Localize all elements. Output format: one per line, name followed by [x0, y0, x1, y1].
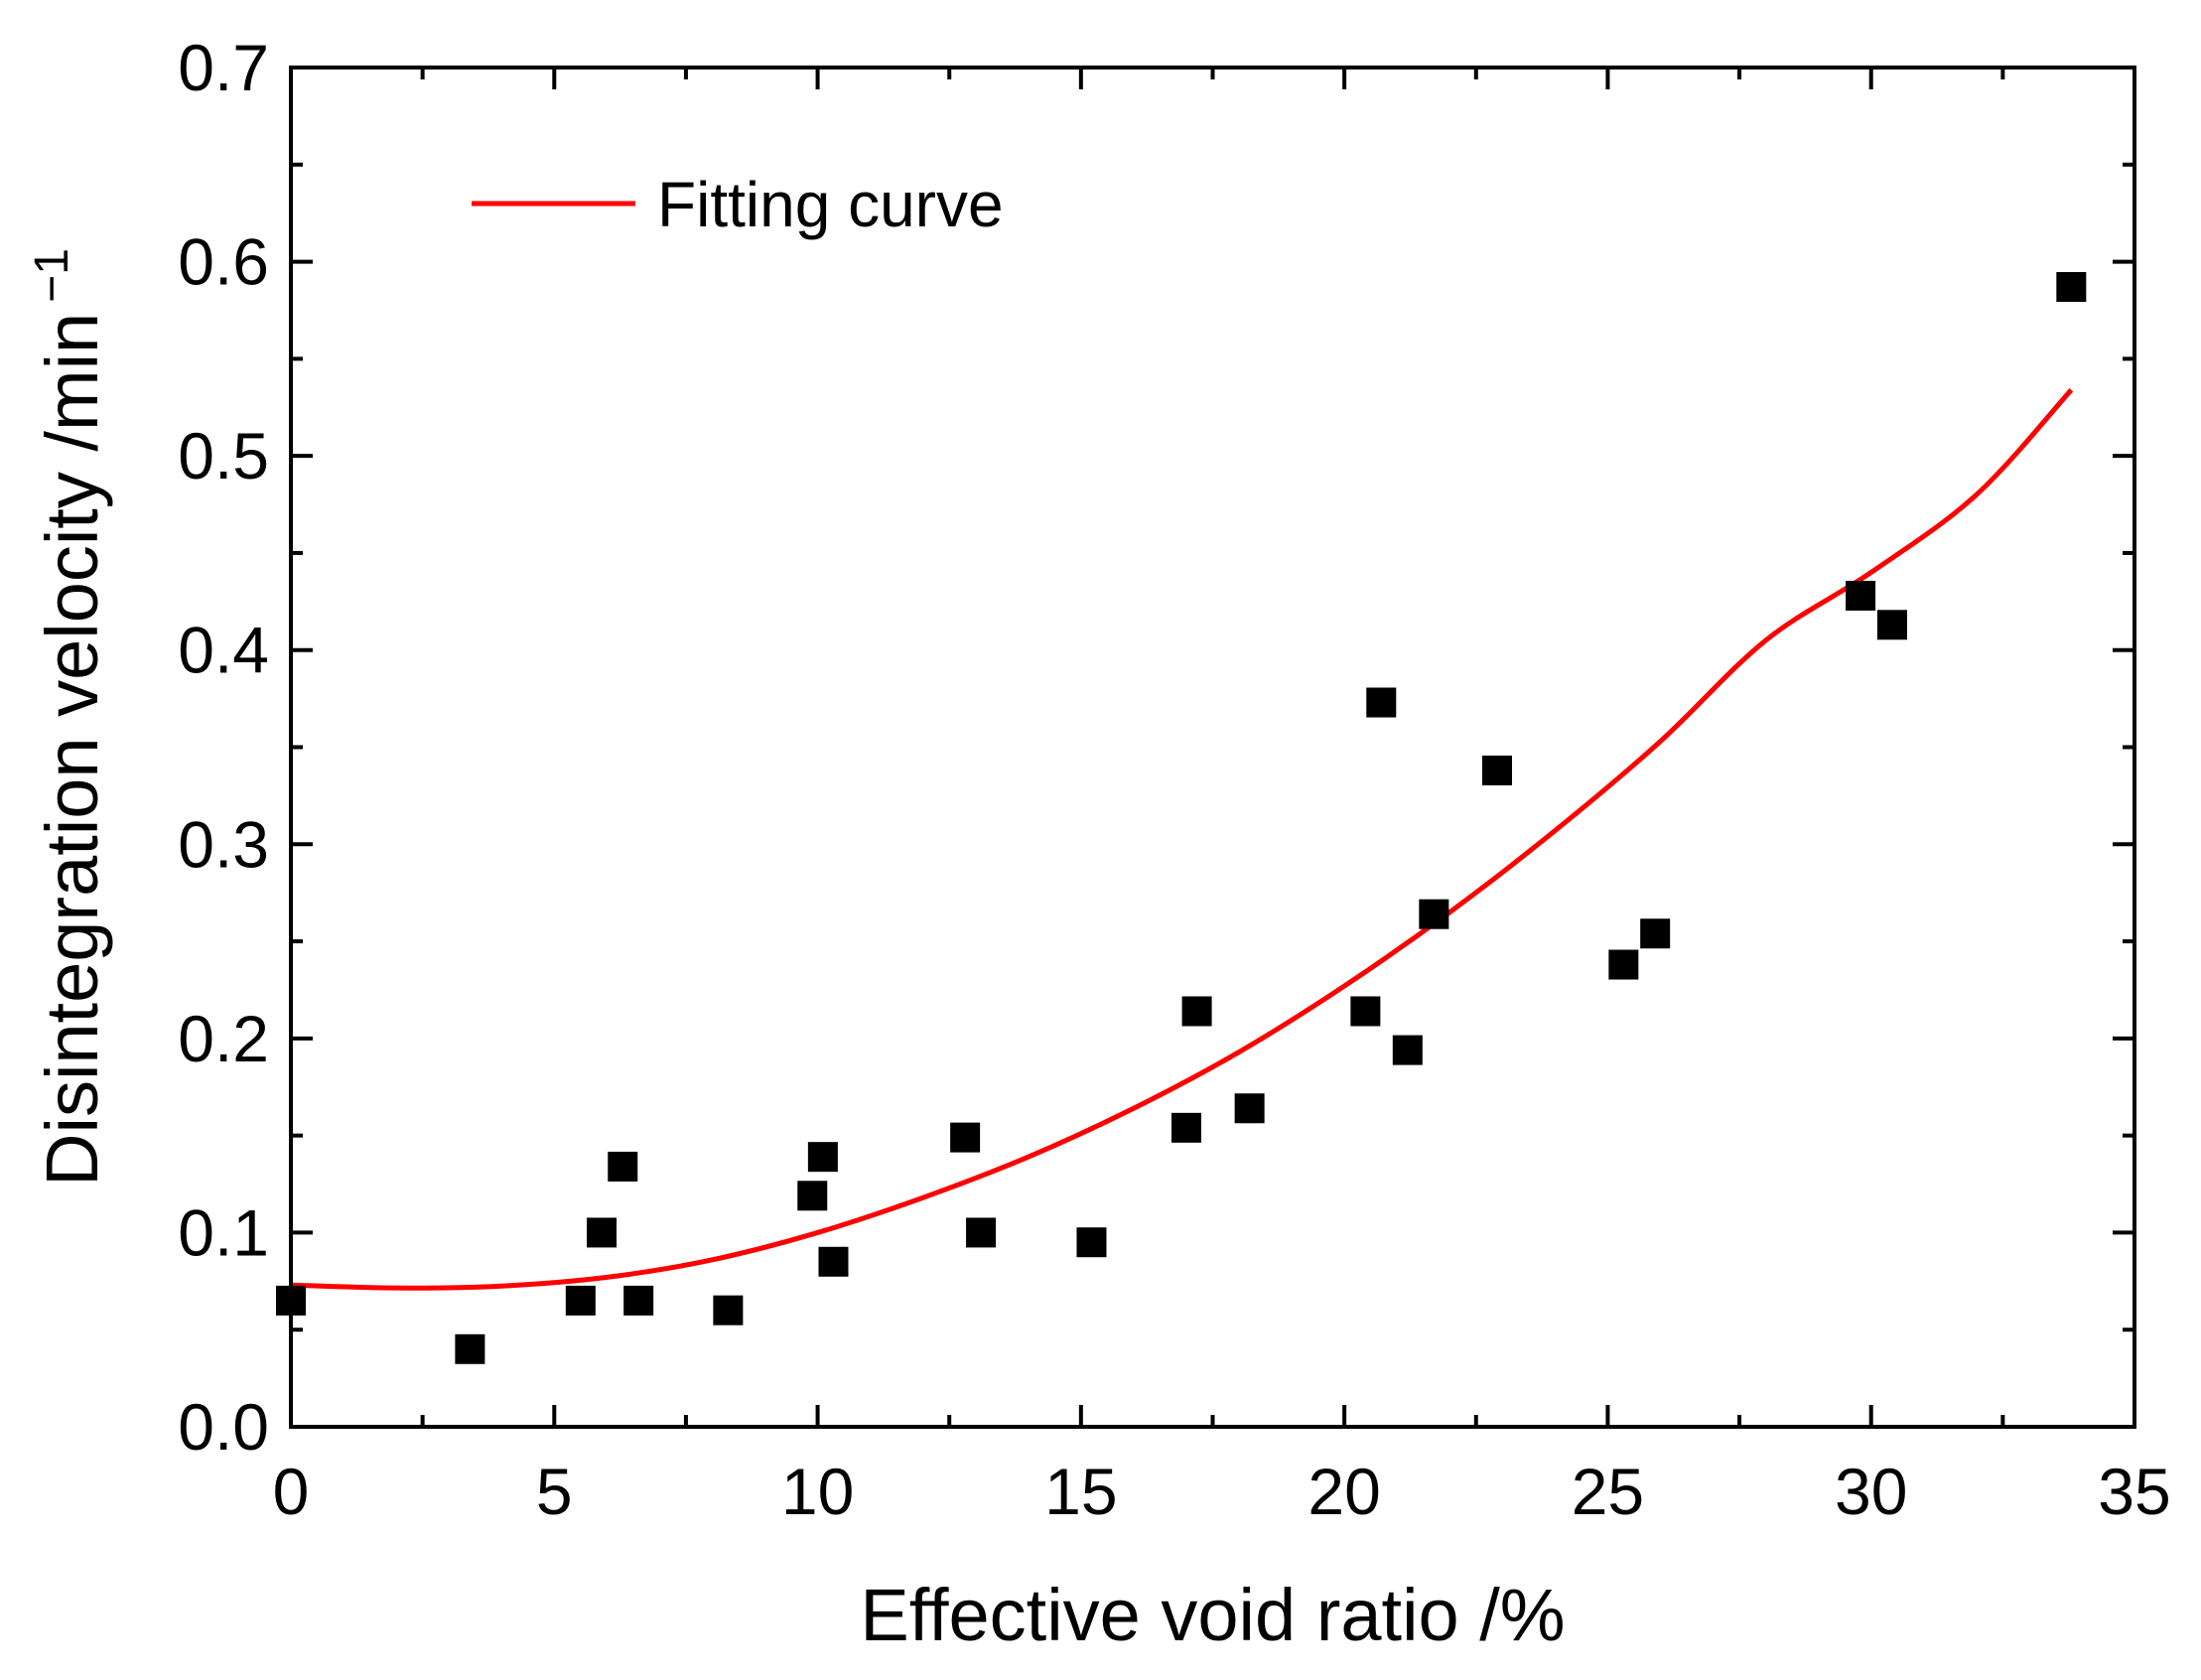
data-point — [1076, 1227, 1107, 1258]
data-point — [608, 1151, 638, 1182]
x-tick-label: 35 — [2098, 1455, 2170, 1528]
data-point — [950, 1122, 981, 1153]
y-axis-title-text: Disintegration velocity /min — [31, 313, 113, 1187]
data-point — [1350, 996, 1381, 1027]
x-tick-label: 25 — [1572, 1455, 1644, 1528]
x-tick-label: 5 — [536, 1455, 573, 1528]
y-tick-label: 0.3 — [178, 807, 269, 881]
y-tick-label: 0.0 — [178, 1390, 269, 1464]
data-point — [807, 1142, 838, 1173]
y-tick-label: 0.2 — [178, 1002, 269, 1075]
y-tick-label: 0.4 — [178, 614, 269, 687]
data-point — [1419, 899, 1449, 929]
data-point — [1640, 918, 1671, 949]
plot-frame — [289, 66, 2136, 1429]
y-tick-label: 0.1 — [178, 1195, 269, 1269]
data-point — [713, 1295, 744, 1326]
y-tick-label: 0.5 — [178, 419, 269, 492]
plot-area — [276, 271, 2087, 1364]
data-point — [1846, 580, 1876, 611]
data-point — [1876, 610, 1907, 640]
data-point — [2056, 271, 2087, 302]
x-tick-label: 15 — [1044, 1455, 1117, 1528]
data-point — [565, 1285, 596, 1316]
x-tick-label: 0 — [273, 1455, 310, 1528]
data-point — [1392, 1035, 1423, 1065]
axis-ticks — [289, 66, 2136, 1429]
x-tick-label: 20 — [1307, 1455, 1380, 1528]
data-point — [966, 1217, 997, 1248]
data-point — [455, 1333, 485, 1364]
x-axis-title: Effective void ratio /% — [860, 1574, 1565, 1656]
data-point — [1170, 1112, 1201, 1143]
x-tick-label: 30 — [1835, 1455, 1907, 1528]
x-tick-label: 10 — [781, 1455, 854, 1528]
data-point — [1482, 755, 1513, 785]
x-tick-labels: 0 5 10 15 20 25 30 35 — [273, 1455, 2171, 1528]
y-axis-title: Disintegration velocity /min −1 — [26, 248, 113, 1187]
data-point — [623, 1285, 654, 1316]
legend: Fitting curve — [472, 169, 1004, 240]
data-point — [1608, 949, 1639, 980]
data-point — [587, 1217, 618, 1248]
data-point — [1366, 687, 1397, 718]
fitting-curve-line — [290, 387, 2074, 1291]
legend-label: Fitting curve — [657, 169, 1004, 240]
y-tick-label: 0.6 — [178, 225, 269, 299]
y-tick-label: 0.7 — [178, 31, 269, 104]
data-point — [1234, 1093, 1265, 1124]
y-axis-title-superscript: −1 — [26, 248, 78, 303]
y-tick-labels: 0.0 0.1 0.2 0.3 0.4 0.5 0.6 0.7 — [178, 31, 269, 1464]
data-point — [797, 1181, 828, 1211]
data-point — [818, 1246, 849, 1277]
data-point — [1181, 996, 1212, 1027]
